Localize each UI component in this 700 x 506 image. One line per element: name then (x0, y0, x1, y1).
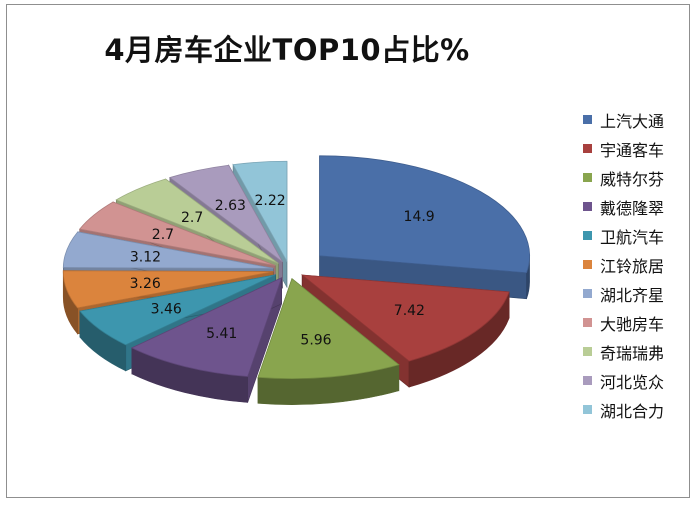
legend-item: 大驰房车 (583, 308, 664, 337)
data-label-10: 2.63 (215, 198, 246, 214)
data-label-4: 5.41 (206, 326, 237, 342)
legend-item: 威特尔芬 (583, 163, 664, 192)
legend-swatch (583, 405, 592, 414)
legend-swatch (583, 231, 592, 240)
data-label-11: 2.22 (255, 193, 286, 209)
data-label-3: 5.96 (300, 333, 331, 349)
legend-label: 湖北合力 (600, 401, 665, 421)
data-label-6: 3.26 (130, 276, 161, 292)
legend-swatch (583, 289, 592, 298)
pie-chart: 14.9 7.42 5.96 5.41 3.46 3.26 3.12 2.7 2.7 2.63 2.… (62, 155, 530, 405)
pie-slice-3 (257, 277, 400, 405)
legend-swatch (583, 318, 592, 327)
pie-slices (62, 155, 530, 405)
legend-swatch (583, 202, 592, 211)
legend-swatch (583, 376, 592, 385)
legend-item: 湖北合力 (583, 395, 664, 424)
legend-label: 上汽大通 (600, 111, 665, 131)
data-label-9: 2.7 (181, 210, 203, 226)
data-label-7: 3.12 (130, 250, 161, 266)
data-label-8: 2.7 (152, 227, 174, 243)
legend-item: 戴德隆翠 (583, 192, 664, 221)
pie-slice-1 (319, 155, 530, 300)
legend-swatch (583, 144, 592, 153)
pie-slice-4 (130, 277, 283, 403)
data-label-5: 3.46 (151, 301, 182, 317)
legend: 上汽大通宇通客车威特尔芬戴德隆翠卫航汽车江铃旅居湖北齐星大驰房车奇瑞瑞弗河北览众… (583, 105, 664, 424)
legend-swatch (583, 347, 592, 356)
legend-swatch (583, 173, 592, 182)
legend-item: 江铃旅居 (583, 250, 664, 279)
legend-item: 上汽大通 (583, 105, 664, 134)
data-label-2: 7.42 (394, 303, 425, 319)
chart-frame: 4月房车企业TOP10占比% 14.9 7.42 5.96 5.41 3.46 3.26 3… (6, 4, 690, 498)
legend-swatch (583, 115, 592, 124)
legend-label: 河北览众 (600, 372, 665, 392)
legend-item: 宇通客车 (583, 134, 664, 163)
data-label-1: 14.9 (404, 209, 435, 225)
legend-label: 卫航汽车 (600, 227, 665, 247)
data-labels: 14.9 7.42 5.96 5.41 3.46 3.26 3.12 2.7 2.7 2.63 2.… (130, 193, 435, 349)
legend-label: 奇瑞瑞弗 (600, 343, 665, 363)
legend-swatch (583, 260, 592, 269)
legend-label: 威特尔芬 (600, 169, 665, 189)
legend-item: 湖北齐星 (583, 279, 664, 308)
chart-title: 4月房车企业TOP10占比% (104, 33, 470, 67)
legend-label: 戴德隆翠 (600, 198, 665, 218)
legend-label: 宇通客车 (600, 140, 665, 160)
legend-item: 奇瑞瑞弗 (583, 337, 664, 366)
legend-label: 江铃旅居 (600, 256, 665, 276)
legend-label: 湖北齐星 (600, 285, 665, 305)
legend-label: 大驰房车 (600, 314, 665, 334)
legend-item: 卫航汽车 (583, 221, 664, 250)
legend-item: 河北览众 (583, 366, 664, 395)
